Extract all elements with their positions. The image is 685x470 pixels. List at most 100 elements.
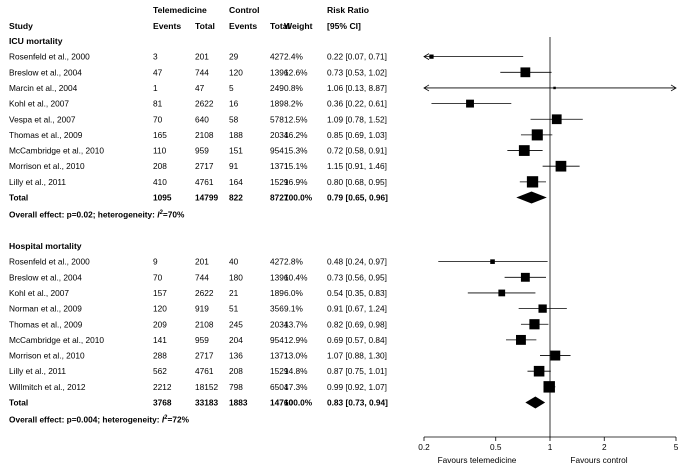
events-telemedicine: 110 <box>153 146 167 156</box>
overall-effect-sup: 2 <box>164 415 168 421</box>
study-row: Morrison et al., 2010 288 2717 136 137113.0%… <box>9 351 387 361</box>
events-control: 204 <box>229 335 243 345</box>
header-rr-line2: [95% CI] <box>327 21 361 31</box>
study-row: Rosenfeld et al., 2000 3 201 29 427 2.4% 0.22 … <box>9 52 387 62</box>
study-name: Breslow et al., 2004 <box>9 272 82 282</box>
total-total-telemedicine: 33183 <box>195 398 218 408</box>
total-total-control: 8727 <box>270 193 289 203</box>
summary-diamond <box>525 396 546 409</box>
risk-ratio-ci: 1.09 [0.78, 1.52] <box>327 114 387 124</box>
point-estimate <box>526 176 539 188</box>
study-row: McCambridge et al., 2010 141 959 204 954 12.9… <box>9 335 387 345</box>
point-estimate <box>555 160 567 172</box>
x-tick-label: 0.2 <box>418 442 430 452</box>
events-control: 91 <box>229 161 239 171</box>
weight: 0.8% <box>284 83 304 93</box>
study-row: Rosenfeld et al., 2000 9 201 40 427 2.8% 0.48 … <box>9 257 387 267</box>
events-control: 151 <box>229 146 243 156</box>
total-control: 249 <box>270 83 284 93</box>
total-control: 189 <box>270 99 284 109</box>
total-risk-ratio-ci: 0.79 [0.65, 0.96] <box>327 193 388 203</box>
total-label: Total <box>9 398 28 408</box>
total-telemedicine: 744 <box>195 67 209 77</box>
summary-diamond <box>516 191 547 204</box>
events-telemedicine: 70 <box>153 272 163 282</box>
ci-arrow-left <box>423 84 430 92</box>
events-telemedicine: 3 <box>153 52 158 62</box>
overall-effect-suffix: =70% <box>163 210 185 220</box>
weight: 14.8% <box>284 366 308 376</box>
weight: 6.0% <box>284 288 304 298</box>
overall-effect-prefix: Overall effect: p=0.02; heterogeneity: <box>9 210 157 220</box>
study-name: McCambridge et al., 2010 <box>9 146 104 156</box>
total-events-control: 822 <box>229 193 243 203</box>
total-control: 954 <box>270 146 284 156</box>
header-group2: Control <box>229 5 260 15</box>
header-total1: Total <box>195 21 215 31</box>
events-control: 208 <box>229 366 243 376</box>
total-telemedicine: 919 <box>195 304 209 314</box>
point-estimate <box>520 67 531 78</box>
point-estimate <box>498 289 506 297</box>
weight: 12.5% <box>284 114 308 124</box>
risk-ratio-ci: 0.73 [0.53, 1.02] <box>327 67 387 77</box>
events-control: 29 <box>229 52 239 62</box>
total-telemedicine: 2108 <box>195 319 214 329</box>
total-control: 1529 <box>270 177 289 187</box>
total-label: Total <box>9 193 28 203</box>
events-telemedicine: 562 <box>153 366 167 376</box>
x-tick-label: 0.5 <box>490 442 502 452</box>
ci-arrow-right <box>670 84 677 92</box>
study-row: Norman et al., 2009 120 919 51 356 9.1% 0.91 [… <box>9 304 387 314</box>
study-row: Kohl et al., 2007 157 2622 21 189 6.0% 0.54 [0… <box>9 288 387 298</box>
study-row: Marcin et al., 2004 1 47 5 249 0.8% 1.06 [0.13… <box>9 83 387 93</box>
total-total-control: 14760 <box>270 398 293 408</box>
total-telemedicine: 2717 <box>195 161 214 171</box>
point-estimate <box>490 259 495 264</box>
events-telemedicine: 70 <box>153 114 163 124</box>
events-telemedicine: 410 <box>153 177 167 187</box>
x-tick-label: 5 <box>674 442 679 452</box>
point-estimate <box>538 304 547 313</box>
total-events-telemedicine: 3768 <box>153 398 172 408</box>
header-weight-label: Weight <box>284 21 313 31</box>
study-name: Rosenfeld et al., 2000 <box>9 52 90 62</box>
point-estimate <box>551 114 562 125</box>
weight: 15.1% <box>284 161 308 171</box>
risk-ratio-ci: 0.85 [0.69, 1.03] <box>327 130 387 140</box>
events-control: 5 <box>229 83 234 93</box>
study-name: Breslow et al., 2004 <box>9 67 82 77</box>
point-estimate <box>466 99 474 108</box>
risk-ratio-ci: 1.15 [0.91, 1.46] <box>327 161 387 171</box>
x-tick-label: 1 <box>548 442 553 452</box>
total-events-telemedicine: 1095 <box>153 193 172 203</box>
events-telemedicine: 157 <box>153 288 167 298</box>
plot-area <box>423 37 677 437</box>
point-estimate <box>520 272 530 282</box>
risk-ratio-ci: 0.69 [0.57, 0.84] <box>327 335 387 345</box>
events-telemedicine: 1 <box>153 83 158 93</box>
events-telemedicine: 165 <box>153 130 167 140</box>
weight: 2.4% <box>284 52 304 62</box>
risk-ratio-ci: 0.72 [0.58, 0.91] <box>327 146 387 156</box>
events-telemedicine: 9 <box>153 257 158 267</box>
events-control: 16 <box>229 99 239 109</box>
total-telemedicine: 2108 <box>195 130 214 140</box>
risk-ratio-ci: 0.73 [0.56, 0.95] <box>327 272 387 282</box>
total-telemedicine: 2622 <box>195 99 214 109</box>
total-telemedicine: 959 <box>195 146 209 156</box>
study-name: Norman et al., 2009 <box>9 304 82 314</box>
events-telemedicine: 81 <box>153 99 163 109</box>
events-control: 164 <box>229 177 243 187</box>
total-control: 1371 <box>270 161 289 171</box>
point-estimate <box>529 319 540 330</box>
total-control: 6504 <box>270 382 289 392</box>
weight: 12.9% <box>284 335 308 345</box>
events-control: 188 <box>229 130 243 140</box>
risk-ratio-ci: 0.48 [0.24, 0.97] <box>327 257 387 267</box>
